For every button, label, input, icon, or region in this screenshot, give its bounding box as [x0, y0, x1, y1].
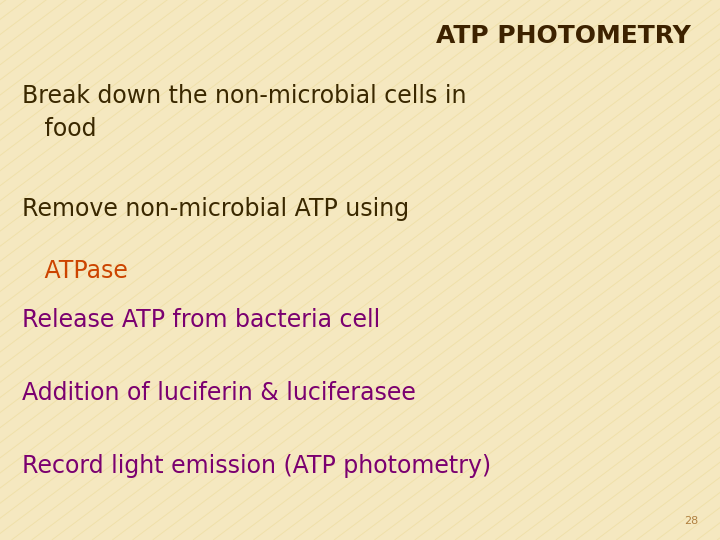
- Text: 28: 28: [684, 516, 698, 526]
- Text: Record light emission (ATP photometry): Record light emission (ATP photometry): [22, 454, 491, 477]
- Text: ATPase: ATPase: [22, 259, 127, 283]
- Text: ATP PHOTOMETRY: ATP PHOTOMETRY: [436, 24, 691, 48]
- Text: Remove non-microbial ATP using: Remove non-microbial ATP using: [22, 197, 409, 221]
- Text: Break down the non-microbial cells in
   food: Break down the non-microbial cells in fo…: [22, 84, 466, 141]
- Text: Addition of luciferin & luciferasee: Addition of luciferin & luciferasee: [22, 381, 415, 404]
- Text: Release ATP from bacteria cell: Release ATP from bacteria cell: [22, 308, 380, 332]
